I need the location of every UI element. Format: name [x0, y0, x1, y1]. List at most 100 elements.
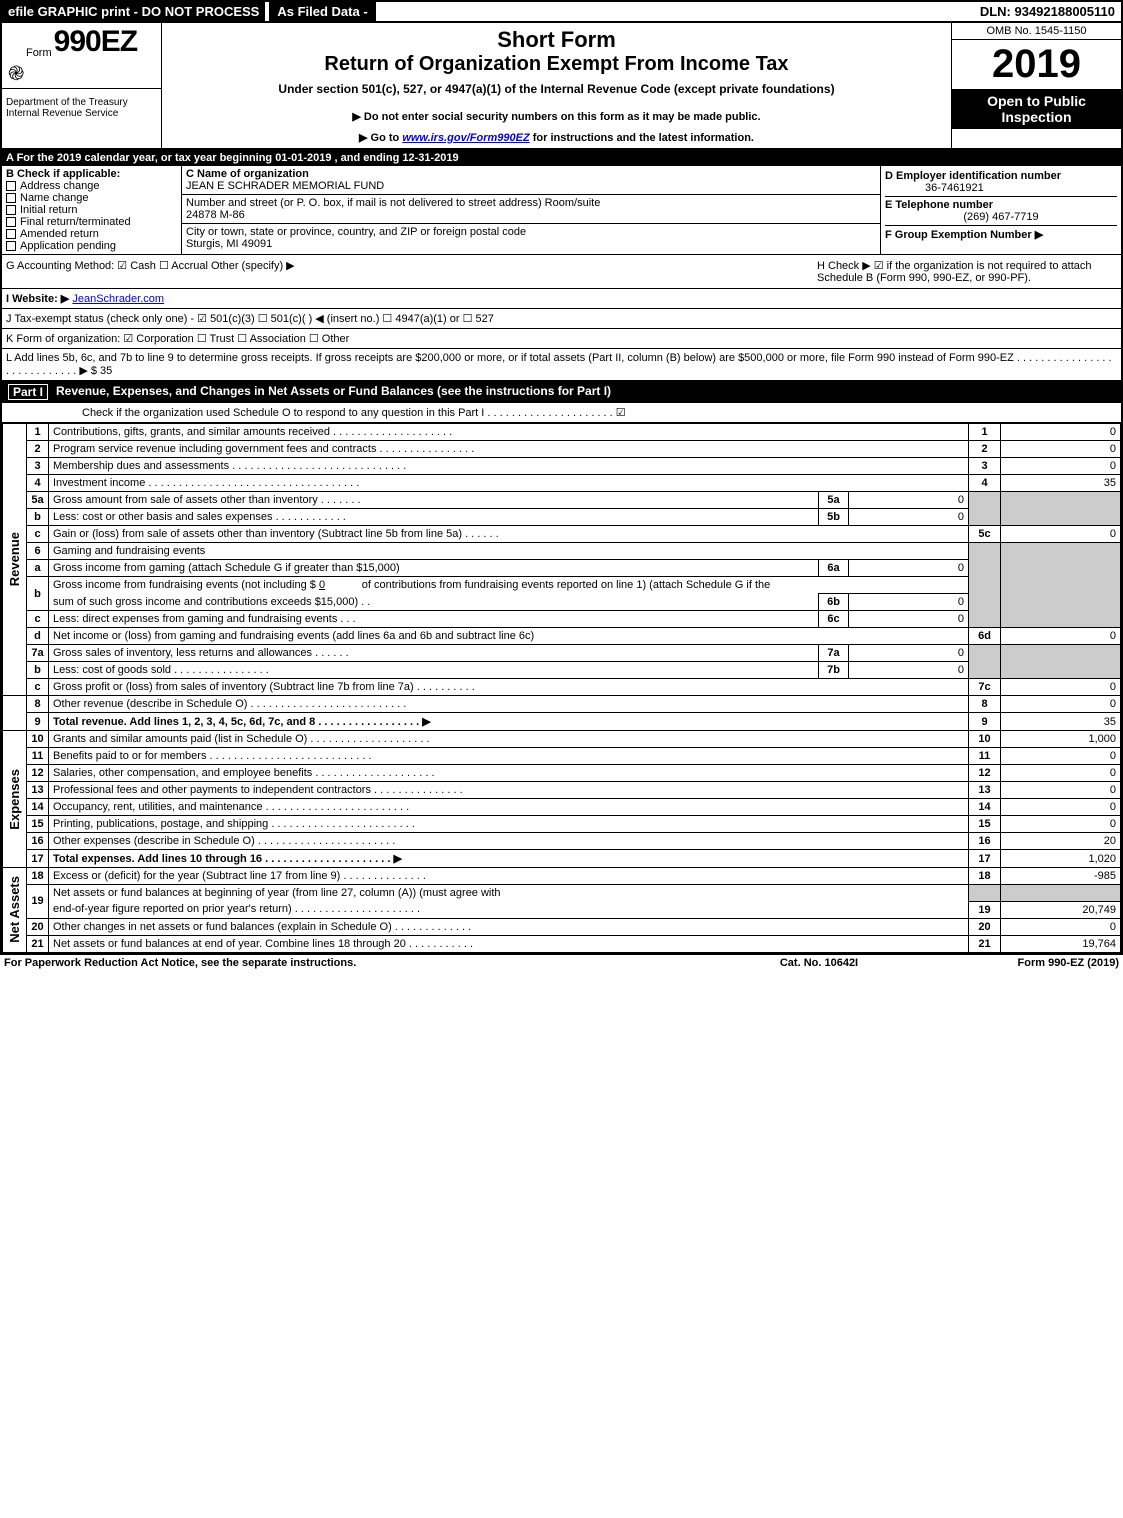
line-7b-desc: Less: cost of goods sold . . . . . . . .…: [49, 662, 819, 679]
line-6c-desc: Less: direct expenses from gaming and fu…: [49, 611, 819, 628]
footer-cat: Cat. No. 10642I: [719, 957, 919, 969]
line-17-num: 17: [27, 850, 49, 868]
line-6c-num: c: [27, 611, 49, 628]
irs-logo-icon: ֎: [4, 59, 24, 86]
line-2-box: 2: [969, 441, 1001, 458]
line-12-num: 12: [27, 765, 49, 782]
line-1-num: 1: [27, 424, 49, 441]
c-label: C Name of organization: [186, 168, 876, 180]
b-title: B Check if applicable:: [6, 168, 177, 180]
irs-link[interactable]: www.irs.gov/Form990EZ: [402, 132, 529, 144]
revenue-side-ext: [3, 696, 27, 731]
line-20-desc: Other changes in net assets or fund bala…: [49, 918, 969, 935]
line-5b-desc: Less: cost or other basis and sales expe…: [49, 509, 819, 526]
netassets-side-label: Net Assets: [3, 868, 27, 953]
line-16-num: 16: [27, 833, 49, 850]
part1-table: Revenue 1 Contributions, gifts, grants, …: [2, 423, 1121, 953]
line-6d-desc: Net income or (loss) from gaming and fun…: [49, 628, 969, 645]
arrow2-post: for instructions and the latest informat…: [530, 132, 754, 144]
line-19-box: 19: [969, 901, 1001, 918]
line-18-box: 18: [969, 868, 1001, 885]
line-5c-amt: 0: [1001, 526, 1121, 543]
line-21-num: 21: [27, 935, 49, 952]
line-6b-num: b: [27, 577, 49, 611]
line-17-amt: 1,020: [1001, 850, 1121, 868]
line-6b-d1: Gross income from fundraising events (no…: [53, 579, 316, 591]
line-12-amt: 0: [1001, 765, 1121, 782]
line-8-amt: 0: [1001, 696, 1121, 713]
line-7b-subamt: 0: [849, 662, 969, 679]
part1-header: Part I Revenue, Expenses, and Changes in…: [2, 381, 1121, 403]
line-12-box: 12: [969, 765, 1001, 782]
check-name-change[interactable]: Name change: [6, 192, 177, 204]
line-19-num: 19: [27, 885, 49, 919]
line-6b-desc-top: Gross income from fundraising events (no…: [49, 577, 969, 594]
line-5a-sublabel: 5a: [819, 492, 849, 509]
main-title: Return of Organization Exempt From Incom…: [170, 53, 943, 76]
line-6a-num: a: [27, 560, 49, 577]
top-bar: efile GRAPHIC print - DO NOT PROCESS As …: [2, 2, 1121, 23]
check-final-return[interactable]: Final return/terminated: [6, 216, 177, 228]
line-7c-num: c: [27, 679, 49, 696]
final-return-label: Final return/terminated: [20, 216, 131, 228]
city-label: City or town, state or province, country…: [186, 226, 876, 238]
city-state-zip: Sturgis, MI 49091: [186, 238, 876, 250]
line-15-box: 15: [969, 816, 1001, 833]
line-7b-sublabel: 7b: [819, 662, 849, 679]
line-15-num: 15: [27, 816, 49, 833]
street-address: 24878 M-86: [186, 209, 876, 221]
arrow-line-1: ▶ Do not enter social security numbers o…: [170, 110, 943, 123]
line-6a-sublabel: 6a: [819, 560, 849, 577]
line-9-amt: 35: [1001, 713, 1121, 731]
line-6d-box: 6d: [969, 628, 1001, 645]
app-pending-label: Application pending: [20, 240, 116, 252]
group-exemption-label: F Group Exemption Number ▶: [885, 229, 1043, 241]
check-amended[interactable]: Amended return: [6, 228, 177, 240]
line-k: K Form of organization: ☑ Corporation ☐ …: [2, 329, 1121, 349]
line-6a-subamt: 0: [849, 560, 969, 577]
line-2-num: 2: [27, 441, 49, 458]
line-13-num: 13: [27, 782, 49, 799]
line-5a-desc: Gross amount from sale of assets other t…: [49, 492, 819, 509]
line-j: J Tax-exempt status (check only one) - ☑…: [2, 309, 1121, 329]
expenses-side-text: Expenses: [7, 769, 22, 830]
line-14-desc: Occupancy, rent, utilities, and maintena…: [49, 799, 969, 816]
initial-return-label: Initial return: [20, 204, 77, 216]
line-16-amt: 20: [1001, 833, 1121, 850]
asfiled-label: As Filed Data -: [269, 2, 375, 21]
omb-number: OMB No. 1545-1150: [952, 23, 1121, 40]
line-5c-num: c: [27, 526, 49, 543]
revenue-side-text: Revenue: [7, 532, 22, 586]
check-initial-return[interactable]: Initial return: [6, 204, 177, 216]
line-6b-amt-inline: 0: [319, 579, 325, 591]
line-10-desc: Grants and similar amounts paid (list in…: [49, 731, 969, 748]
form-number: 990EZ: [54, 25, 137, 59]
line-a-text: A For the 2019 calendar year, or tax yea…: [6, 152, 459, 164]
line-l: L Add lines 5b, 6c, and 7b to line 9 to …: [2, 349, 1121, 381]
line-6d-amt: 0: [1001, 628, 1121, 645]
line-4-amt: 35: [1001, 475, 1121, 492]
line-17-desc: Total expenses. Add lines 10 through 16 …: [49, 850, 969, 868]
right-header-box: OMB No. 1545-1150 2019 Open to Public In…: [951, 23, 1121, 148]
line-5c-box: 5c: [969, 526, 1001, 543]
line-11-num: 11: [27, 748, 49, 765]
line-h: H Check ▶ ☑ if the organization is not r…: [817, 259, 1117, 284]
expenses-side-label: Expenses: [3, 731, 27, 868]
efile-label: efile GRAPHIC print - DO NOT PROCESS: [2, 2, 265, 21]
line-10-box: 10: [969, 731, 1001, 748]
arrow2-pre: ▶ Go to: [359, 132, 402, 144]
amended-label: Amended return: [20, 228, 99, 240]
line-7a-subamt: 0: [849, 645, 969, 662]
title-box: Short Form Return of Organization Exempt…: [162, 23, 951, 148]
name-change-label: Name change: [20, 192, 89, 204]
short-form-label: Short Form: [170, 27, 943, 53]
c-org: C Name of organization JEAN E SCHRADER M…: [182, 166, 880, 195]
line-18-amt: -985: [1001, 868, 1121, 885]
website-link[interactable]: JeanSchrader.com: [72, 293, 164, 305]
check-address-change[interactable]: Address change: [6, 180, 177, 192]
line-5b-num: b: [27, 509, 49, 526]
line-15-amt: 0: [1001, 816, 1121, 833]
check-app-pending[interactable]: Application pending: [6, 240, 177, 252]
line-3-box: 3: [969, 458, 1001, 475]
line-a: A For the 2019 calendar year, or tax yea…: [2, 150, 1121, 166]
